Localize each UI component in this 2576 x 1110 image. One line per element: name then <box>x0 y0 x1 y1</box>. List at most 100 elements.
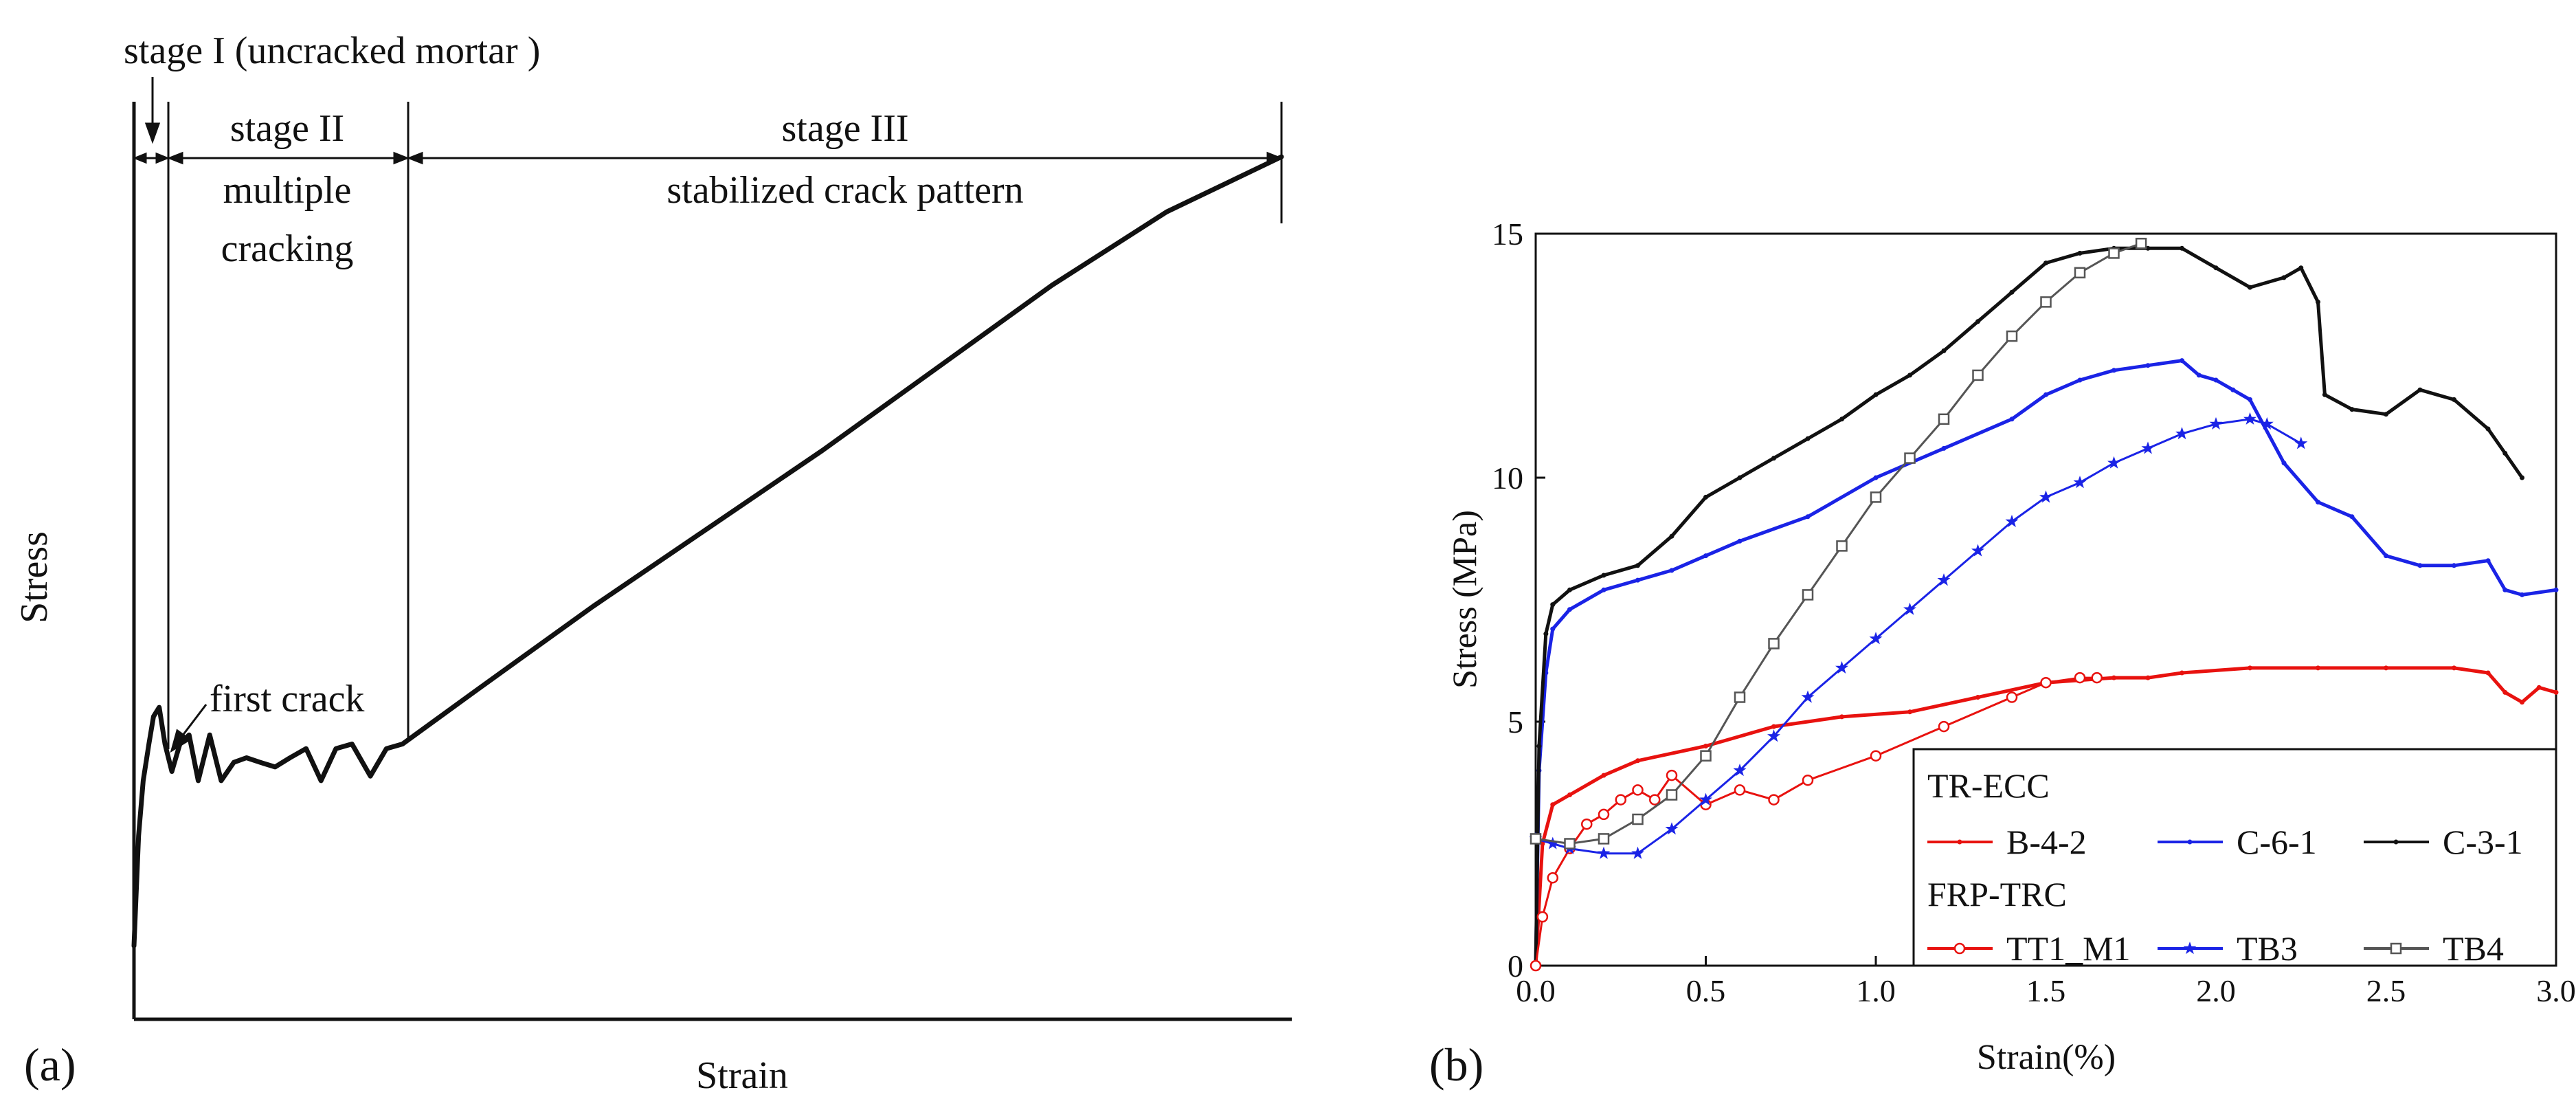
data-point-tt1-m1 <box>1615 794 1626 806</box>
data-point-c-6-1 <box>1601 587 1606 592</box>
data-point-tb3 <box>1869 632 1883 645</box>
data-point-tb4 <box>1530 833 1542 845</box>
data-point-tb4 <box>2006 330 2018 342</box>
data-point-tb4 <box>2040 296 2052 308</box>
legend-entry-tt1-m1: TT1_M1 <box>1927 929 2131 968</box>
data-point-tb4 <box>1972 369 1984 381</box>
data-point-b-4-2 <box>2536 685 2542 690</box>
data-point-tb3 <box>2175 427 2188 440</box>
legend-marker-c-3-1 <box>2393 839 2399 845</box>
data-point-tt1-m1 <box>1870 750 1882 762</box>
data-point-c-6-1 <box>1550 626 1556 632</box>
data-point-c-6-1 <box>2417 563 2423 568</box>
data-point-tb3 <box>2260 417 2274 430</box>
data-point-tb3 <box>2107 456 2120 469</box>
data-point-tt1-m1 <box>1802 774 1814 786</box>
stage3-dimension-arrow <box>406 151 1284 165</box>
data-point-c-6-1 <box>2520 592 2524 597</box>
legend-marker-tb4 <box>2390 942 2402 955</box>
data-point-c-6-1 <box>2485 558 2491 564</box>
data-point-tb4 <box>1632 813 1644 825</box>
stage2-label-line1: stage II <box>230 107 344 150</box>
data-point-c-6-1 <box>2281 460 2287 466</box>
legend-entry-tb4: TB4 <box>2364 929 2504 968</box>
y-tick-label: 15 <box>1492 217 1523 252</box>
panel-a-label: (a) <box>24 1039 76 1091</box>
data-point-tb3 <box>1801 690 1815 703</box>
data-point-c-3-1 <box>1550 602 1556 608</box>
data-point-tb3 <box>1546 836 1560 850</box>
x-tick-label: 3.0 <box>2536 973 2576 1008</box>
legend: TR-ECC FRP-TRC B-4-2 C-6-1 C-3-1 TT1_M1 TB3 T… <box>1912 748 2557 968</box>
data-point-tb3 <box>2294 436 2308 449</box>
data-point-c-3-1 <box>1601 573 1606 578</box>
data-point-tb3 <box>2005 514 2019 527</box>
legend-label-c-3-1: C-3-1 <box>2443 823 2523 861</box>
panel-b-series <box>1529 237 2559 972</box>
data-point-c-3-1 <box>1703 494 1708 500</box>
y-tick-label: 10 <box>1492 460 1523 496</box>
panel-b-label: (b) <box>1429 1039 1483 1091</box>
stage2-label-line3: cracking <box>221 227 354 270</box>
data-point-tb3 <box>1631 846 1644 859</box>
data-point-tt1-m1 <box>2006 691 2018 703</box>
data-point-b-4-2 <box>1975 695 1980 700</box>
stage3-label-line2: stabilized crack pattern <box>667 169 1023 212</box>
panel-a-ylabel: Stress <box>13 531 56 623</box>
data-point-c-6-1 <box>1941 445 1947 451</box>
panel-b-ticks: 0.0 0.5 1.0 1.5 2.0 2.5 3.0 0 5 10 15 <box>1492 217 2576 1008</box>
legend-entry-c-3-1: C-3-1 <box>2364 823 2523 861</box>
data-point-tb3 <box>2209 417 2223 430</box>
data-point-c-6-1 <box>2349 514 2355 520</box>
data-point-tt1-m1 <box>1649 794 1661 806</box>
data-point-tb3 <box>1733 764 1747 777</box>
legend-entry-c-6-1: C-6-1 <box>2158 823 2317 861</box>
data-point-c-3-1 <box>2213 265 2219 271</box>
data-point-c-6-1 <box>2213 377 2219 383</box>
data-point-c-6-1 <box>1703 553 1708 559</box>
data-point-tb3 <box>2039 490 2052 503</box>
data-point-c-6-1 <box>2452 563 2456 568</box>
data-point-b-4-2 <box>2452 665 2456 671</box>
data-point-c-6-1 <box>1567 607 1572 612</box>
series-c-6-1 <box>1533 358 2559 968</box>
data-point-c-3-1 <box>1941 348 1947 353</box>
data-point-b-4-2 <box>2384 665 2388 671</box>
data-point-tb3 <box>1699 792 1712 806</box>
data-point-tt1-m1 <box>1666 769 1678 781</box>
data-point-c-3-1 <box>2298 265 2304 271</box>
stage3-label-line1: stage III <box>781 107 908 150</box>
x-tick-label: 1.0 <box>1856 973 1896 1008</box>
data-point-tb3 <box>2243 412 2256 425</box>
data-point-c-3-1 <box>1536 744 1542 748</box>
data-point-c-6-1 <box>2196 373 2202 378</box>
data-point-c-3-1 <box>1771 456 1776 461</box>
stage1-dimension-arrow <box>132 152 170 164</box>
data-point-b-4-2 <box>2180 670 2184 676</box>
data-point-c-3-1 <box>2502 451 2508 456</box>
legend-marker-b-4-2 <box>1957 839 1962 845</box>
data-point-tb4 <box>1938 413 1950 425</box>
x-tick-label: 0.5 <box>1686 973 1726 1008</box>
data-point-tt1-m1 <box>1734 784 1746 796</box>
data-point-c-3-1 <box>1669 533 1675 539</box>
data-point-c-3-1 <box>2316 299 2320 304</box>
legend-label-tt1-m1: TT1_M1 <box>2006 929 2131 968</box>
data-point-c-6-1 <box>2009 417 2015 422</box>
data-point-c-3-1 <box>2281 275 2287 280</box>
legend-entry-b-4-2: B-4-2 <box>1927 823 2087 861</box>
data-point-c-6-1 <box>2112 368 2116 373</box>
series-line-c-3-1 <box>1534 246 2524 966</box>
data-point-c-3-1 <box>2322 392 2327 397</box>
x-tick-label: 2.0 <box>2196 973 2236 1008</box>
data-point-b-4-2 <box>1601 773 1606 778</box>
data-point-c-3-1 <box>2485 426 2491 432</box>
data-point-tb3 <box>2073 476 2087 489</box>
data-point-c-6-1 <box>1669 568 1675 573</box>
data-point-tt1-m1 <box>1536 911 1549 923</box>
y-tick-label: 0 <box>1508 948 1523 984</box>
data-point-c-3-1 <box>2452 397 2456 402</box>
data-point-c-3-1 <box>1543 631 1549 636</box>
legend-label-tb4: TB4 <box>2443 929 2504 968</box>
data-point-b-4-2 <box>1771 724 1776 729</box>
